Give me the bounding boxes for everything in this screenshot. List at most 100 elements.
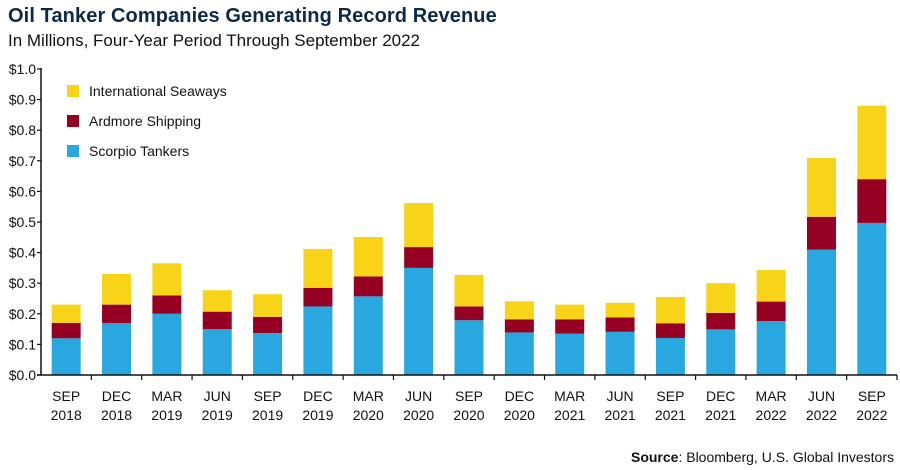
y-tick-label: $0.2 — [9, 306, 36, 322]
bar-segment-ardmore-shipping — [605, 317, 635, 332]
y-tick-label: $1.0 — [9, 61, 36, 77]
bar-segment-ardmore-shipping — [555, 319, 585, 334]
x-tick-label-month: MAR — [151, 388, 182, 404]
y-tick-label: $0.9 — [9, 92, 36, 108]
bar-segment-ardmore-shipping — [504, 319, 534, 333]
x-tick-label-month: DEC — [505, 388, 535, 404]
bar-segment-ardmore-shipping — [152, 295, 182, 314]
y-tick-label: $0.6 — [9, 183, 36, 199]
x-tick-label-month: MAR — [554, 388, 585, 404]
y-tick-label: $0.3 — [9, 275, 36, 291]
x-tick-label-year: 2018 — [51, 407, 82, 423]
bar-segment-ardmore-shipping — [202, 311, 232, 330]
x-tick-label-year: 2020 — [453, 407, 484, 423]
legend-swatch — [67, 85, 79, 97]
x-tick-label-month: SEP — [858, 388, 886, 404]
bar-segment-international-seaways — [353, 236, 383, 277]
bar-segment-scorpio-tankers — [102, 322, 132, 375]
x-tick-label-year: 2020 — [504, 407, 535, 423]
y-tick-label: $0.4 — [9, 245, 36, 261]
bar-segment-scorpio-tankers — [756, 321, 786, 375]
bar-segment-scorpio-tankers — [152, 313, 182, 375]
bar-segment-international-seaways — [102, 274, 132, 305]
bar-segment-international-seaways — [404, 203, 434, 248]
bar-segment-ardmore-shipping — [404, 247, 434, 268]
legend-label: Ardmore Shipping — [89, 113, 201, 129]
bar-segment-international-seaways — [857, 105, 887, 180]
chart-subtitle: In Millions, Four-Year Period Through Se… — [8, 31, 421, 50]
bar-segment-scorpio-tankers — [806, 249, 836, 375]
x-tick-label-year: 2019 — [302, 407, 333, 423]
bar-segment-ardmore-shipping — [51, 322, 81, 339]
bar-segment-scorpio-tankers — [605, 331, 635, 375]
bar-segment-international-seaways — [454, 274, 484, 307]
x-tick-label-year: 2021 — [655, 407, 686, 423]
bar-segment-ardmore-shipping — [857, 179, 887, 223]
legend-swatch — [67, 145, 79, 157]
bar-segment-scorpio-tankers — [454, 320, 484, 375]
bar-segment-international-seaways — [555, 304, 585, 320]
bar-segment-international-seaways — [253, 294, 283, 317]
bar-segment-scorpio-tankers — [51, 338, 81, 375]
chart-title: Oil Tanker Companies Generating Record R… — [8, 5, 497, 27]
bar-segment-scorpio-tankers — [202, 329, 232, 375]
bar-segment-scorpio-tankers — [353, 296, 383, 375]
x-tick-label-month: SEP — [254, 388, 282, 404]
x-tick-label-month: DEC — [706, 388, 736, 404]
axes-group: $0.0 $0.1 $0.2 $0.3 $0.4 $0.5 $0.6 $0.7 $0.8 $0.9… — [9, 61, 898, 423]
x-tick-label-year: 2022 — [806, 407, 837, 423]
bar-segment-scorpio-tankers — [404, 267, 434, 375]
bar-segment-ardmore-shipping — [253, 316, 283, 334]
x-tick-label-month: JUN — [204, 388, 231, 404]
x-tick-label-month: JUN — [405, 388, 432, 404]
x-tick-label-month: DEC — [102, 388, 132, 404]
bar-segment-ardmore-shipping — [102, 304, 132, 323]
x-tick-label-year: 2021 — [554, 407, 585, 423]
bar-segment-ardmore-shipping — [706, 312, 736, 330]
bar-segment-ardmore-shipping — [353, 276, 383, 297]
bar-segment-ardmore-shipping — [806, 216, 836, 250]
source-note: Source: Bloomberg, U.S. Global Investors — [631, 449, 894, 465]
x-tick-label-month: MAR — [756, 388, 787, 404]
x-tick-label-year: 2018 — [101, 407, 132, 423]
x-tick-label-year: 2019 — [252, 407, 283, 423]
bar-segment-international-seaways — [51, 304, 81, 323]
bar-segment-scorpio-tankers — [857, 222, 887, 375]
x-tick-label-year: 2019 — [151, 407, 182, 423]
source-text: : Bloomberg, U.S. Global Investors — [678, 449, 894, 465]
bar-segment-scorpio-tankers — [555, 333, 585, 375]
bar-segment-international-seaways — [605, 302, 635, 318]
legend-swatch — [67, 115, 79, 127]
bars-group — [51, 105, 887, 375]
bar-segment-scorpio-tankers — [655, 337, 685, 375]
bar-segment-international-seaways — [655, 296, 685, 324]
x-tick-label-year: 2019 — [202, 407, 233, 423]
y-tick-label: $0.0 — [9, 367, 36, 383]
x-tick-label-month: SEP — [52, 388, 80, 404]
x-tick-label-year: 2021 — [705, 407, 736, 423]
x-tick-label-year: 2022 — [756, 407, 787, 423]
x-tick-label-month: JUN — [808, 388, 835, 404]
bar-segment-scorpio-tankers — [303, 306, 333, 375]
bar-segment-international-seaways — [303, 248, 333, 288]
bar-segment-scorpio-tankers — [253, 333, 283, 375]
y-tick-label: $0.7 — [9, 153, 36, 169]
x-tick-label-month: SEP — [656, 388, 684, 404]
x-tick-label-month: MAR — [353, 388, 384, 404]
bar-segment-ardmore-shipping — [655, 323, 685, 338]
y-tick-label: $0.1 — [9, 336, 36, 352]
x-tick-label-month: JUN — [606, 388, 633, 404]
legend-label: International Seaways — [89, 83, 227, 99]
bar-segment-international-seaways — [202, 290, 232, 312]
legend: International Seaways Ardmore Shipping Sco… — [67, 83, 227, 159]
bar-segment-ardmore-shipping — [756, 301, 786, 322]
legend-label: Scorpio Tankers — [89, 143, 189, 159]
bar-segment-international-seaways — [706, 283, 736, 313]
bar-segment-international-seaways — [806, 158, 836, 217]
bar-segment-international-seaways — [152, 263, 182, 296]
x-tick-label-year: 2020 — [353, 407, 384, 423]
bar-segment-international-seaways — [504, 301, 534, 320]
x-tick-label-month: SEP — [455, 388, 483, 404]
y-tick-label: $0.8 — [9, 122, 36, 138]
